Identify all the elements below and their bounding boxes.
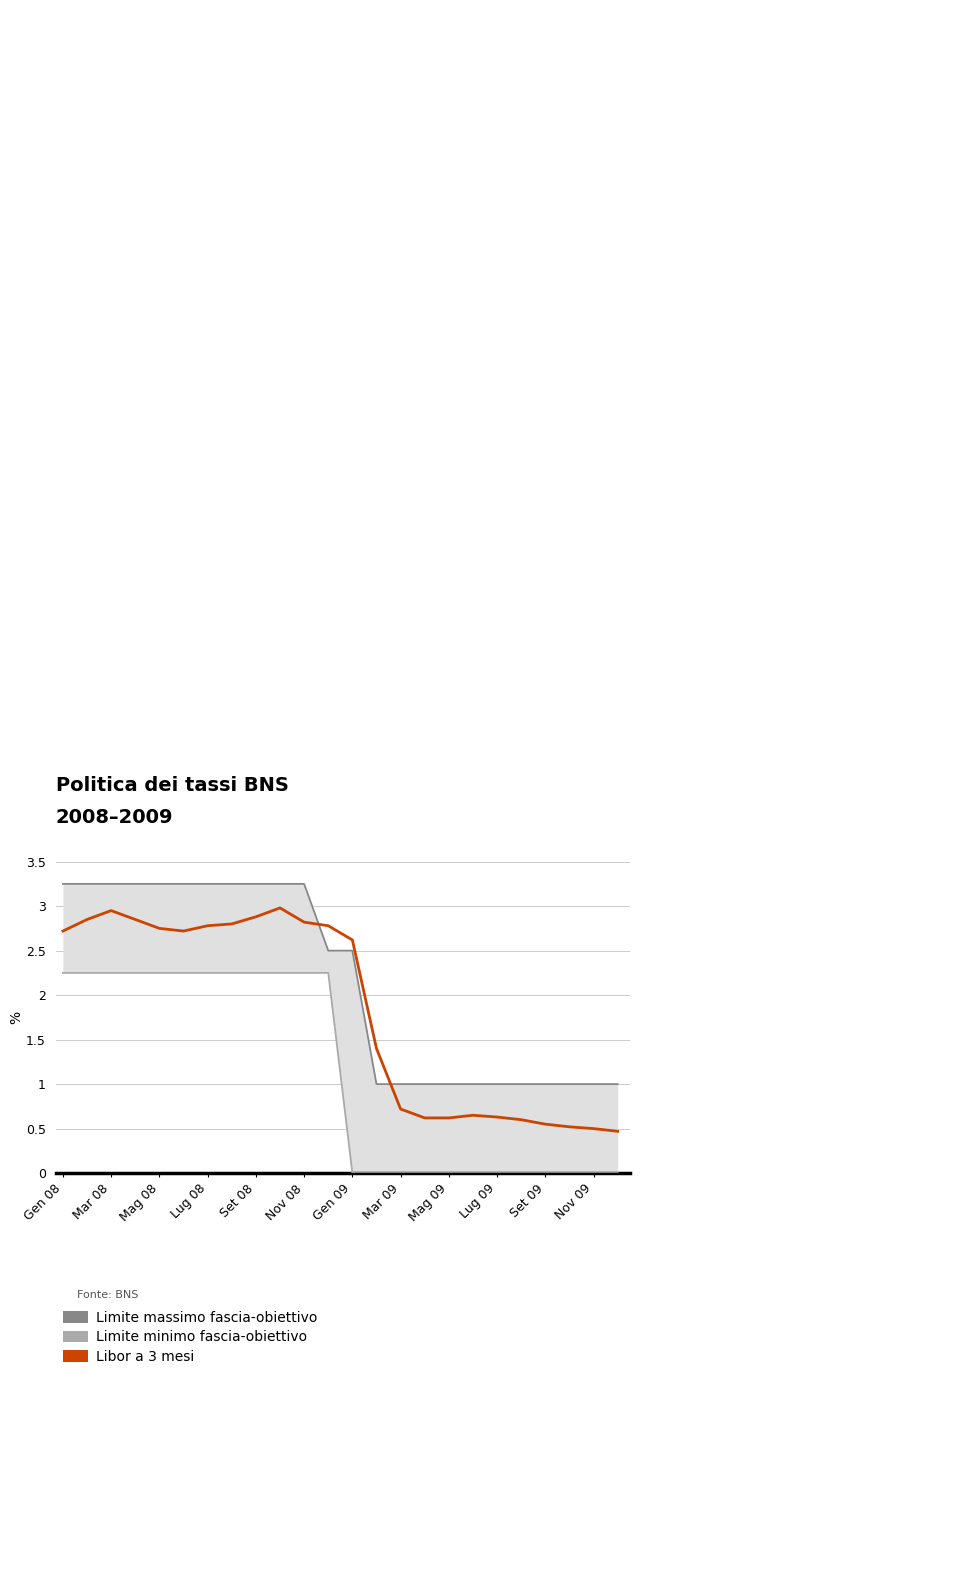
Legend: Limite massimo fascia-obiettivo, Limite minimo fascia-obiettivo, Libor a 3 mesi: Limite massimo fascia-obiettivo, Limite … [62, 1311, 318, 1364]
Text: Politica dei tassi BNS: Politica dei tassi BNS [56, 776, 289, 795]
Text: Fonte: BNS: Fonte: BNS [77, 1290, 138, 1300]
Y-axis label: %: % [10, 1010, 23, 1024]
Text: 2008–2009: 2008–2009 [56, 808, 173, 827]
